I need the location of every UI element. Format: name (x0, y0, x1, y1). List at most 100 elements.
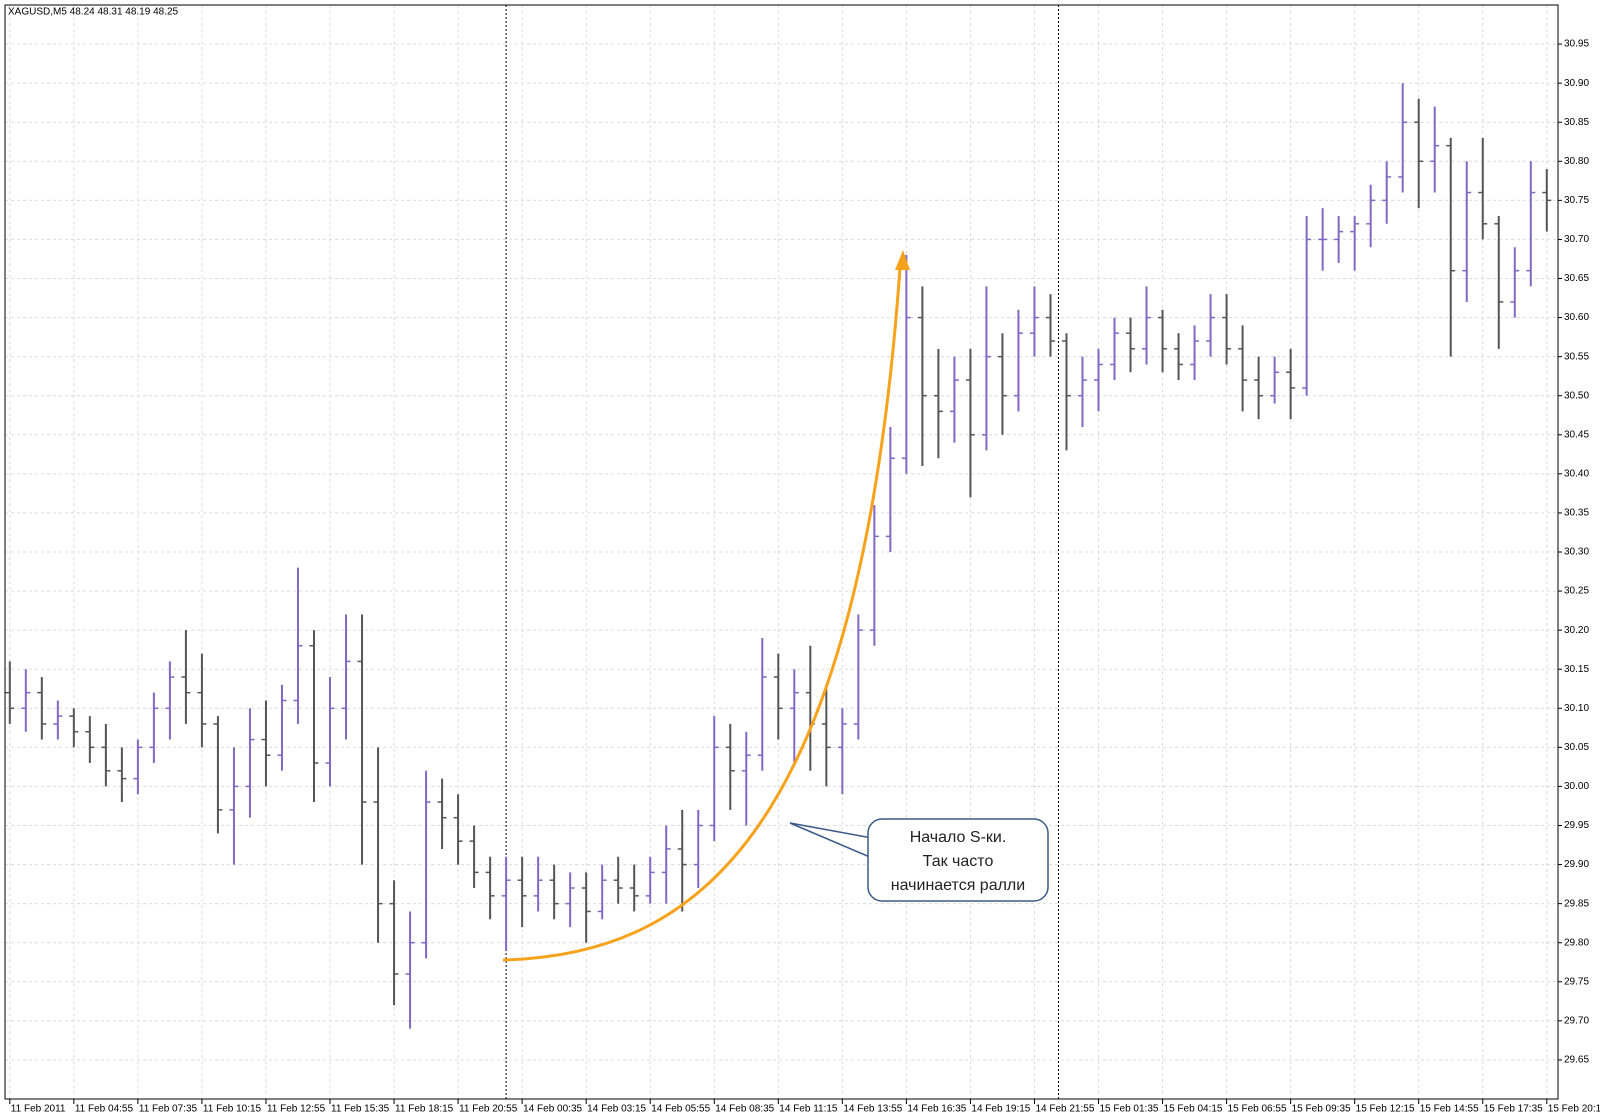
x-tick-label: 14 Feb 03:15 (587, 1104, 646, 1115)
y-tick-label: 30.60 (1564, 312, 1589, 323)
ohlc-bar (165, 661, 175, 740)
ohlc-bar (1350, 215, 1360, 271)
ohlc-bar (357, 614, 367, 865)
ohlc-bar (1158, 309, 1168, 373)
ohlc-bar (597, 864, 607, 920)
y-tick-label: 30.75 (1564, 195, 1589, 206)
y-tick-label: 29.95 (1564, 820, 1589, 831)
ohlc-bar (453, 794, 463, 865)
ohlc-bar (773, 653, 783, 740)
ohlc-bar (613, 856, 623, 904)
ohlc-bar (1254, 356, 1264, 420)
x-tick-label: 14 Feb 11:15 (779, 1104, 838, 1115)
callout-box (867, 818, 1049, 902)
ohlc-bar (1510, 247, 1520, 318)
y-tick-label: 30.10 (1564, 703, 1589, 714)
x-tick-label: 14 Feb 21:55 (1035, 1104, 1094, 1115)
ohlc-bar (1462, 161, 1472, 302)
ohlc-bar (325, 677, 335, 787)
y-tick-label: 30.90 (1564, 78, 1589, 89)
ohlc-bar (869, 505, 879, 646)
y-tick-label: 30.85 (1564, 117, 1589, 128)
annotation-line: начинается ралли (891, 877, 1025, 894)
ohlc-bar (1270, 356, 1280, 404)
ohlc-bar (341, 614, 351, 740)
y-tick-label: 29.80 (1564, 937, 1589, 948)
x-tick-label: 14 Feb 13:55 (843, 1104, 902, 1115)
annotation-line: Начало S-ки. (910, 829, 1007, 846)
ohlc-bar (421, 770, 431, 959)
ohlc-bar (1238, 325, 1248, 412)
x-tick-label: 15 Feb 12:15 (1356, 1104, 1415, 1115)
y-tick-label: 30.05 (1564, 742, 1589, 753)
ohlc-bar (405, 911, 415, 1029)
ohlc-bar (1222, 294, 1232, 365)
y-tick-label: 29.75 (1564, 976, 1589, 987)
ohlc-bar (629, 864, 639, 912)
ohlc-bar (565, 872, 575, 928)
ohlc-bar (1414, 98, 1424, 209)
x-tick-label: 15 Feb 01:35 (1100, 1104, 1159, 1115)
ohlc-bar (1302, 215, 1312, 396)
ohlc-bar (21, 669, 31, 732)
ohlc-bar (485, 856, 495, 920)
ohlc-bar (1382, 161, 1392, 224)
ohlc-bar (1045, 294, 1055, 357)
ohlc-bar (1174, 333, 1184, 381)
x-tick-label: 15 Feb 04:15 (1164, 1104, 1223, 1115)
ohlc-bar (581, 872, 591, 943)
ohlc-bar (933, 348, 943, 459)
x-tick-label: 11 Feb 07:35 (139, 1104, 198, 1115)
ohlc-bar (149, 692, 159, 763)
ohlc-bar (885, 426, 895, 552)
ohlc-bar (1013, 309, 1023, 412)
ohlc-bar (53, 700, 63, 740)
x-tick-label: 14 Feb 08:35 (715, 1104, 774, 1115)
ohlc-bar (5, 661, 15, 724)
y-tick-label: 30.30 (1564, 547, 1589, 558)
x-tick-label: 11 Feb 2011 (11, 1104, 66, 1115)
y-tick-label: 30.55 (1564, 351, 1589, 362)
ohlc-bar (677, 809, 687, 912)
x-tick-label: 14 Feb 19:15 (971, 1104, 1030, 1115)
arrow-head (895, 250, 910, 270)
ohlc-bar (245, 708, 255, 818)
x-tick-label: 11 Feb 18:15 (395, 1104, 454, 1115)
ohlc-bar (37, 677, 47, 740)
y-tick-label: 30.45 (1564, 429, 1589, 440)
ohlc-bar (437, 778, 447, 849)
ohlc-bar (693, 809, 703, 889)
ohlc-bar (837, 708, 847, 795)
ohlc-bar (389, 880, 399, 1006)
ohlc-bar (1446, 137, 1456, 357)
ohlc-bar (645, 856, 655, 904)
rally-curve (502, 267, 902, 962)
ohlc-bar (1366, 184, 1376, 248)
x-tick-label: 14 Feb 05:55 (651, 1104, 710, 1115)
ohlc-bar (1062, 333, 1071, 451)
chart-title: XAGUSD,M5 48.24 48.31 48.19 48.25 (8, 7, 179, 18)
y-tick-label: 30.65 (1564, 273, 1589, 284)
ohlc-bar (101, 723, 111, 787)
y-tick-label: 30.25 (1564, 586, 1589, 597)
x-tick-label: 15 Feb 17:35 (1484, 1104, 1543, 1115)
x-tick-label: 11 Feb 10:15 (203, 1104, 262, 1115)
ohlc-bar (1126, 317, 1136, 373)
x-tick-label: 11 Feb 04:55 (75, 1104, 134, 1115)
ohlc-bar (949, 356, 959, 443)
ohlc-bar (517, 856, 527, 928)
y-tick-label: 30.20 (1564, 625, 1589, 636)
ohlc-bar (997, 333, 1007, 435)
ohlc-bar (661, 825, 671, 904)
x-tick-label: 11 Feb 20:55 (459, 1104, 518, 1115)
ohlc-bar (309, 630, 319, 803)
ohlc-bar (853, 614, 863, 740)
ohlc-bar (917, 286, 927, 467)
ohlc-bar (901, 255, 911, 474)
ohlc-bar (181, 630, 191, 724)
x-tick-label: 15 Feb 09:35 (1292, 1104, 1351, 1115)
ohlc-bar (469, 825, 479, 889)
x-tick-label: 14 Feb 00:35 (523, 1104, 582, 1115)
ohlc-bar (213, 716, 223, 834)
